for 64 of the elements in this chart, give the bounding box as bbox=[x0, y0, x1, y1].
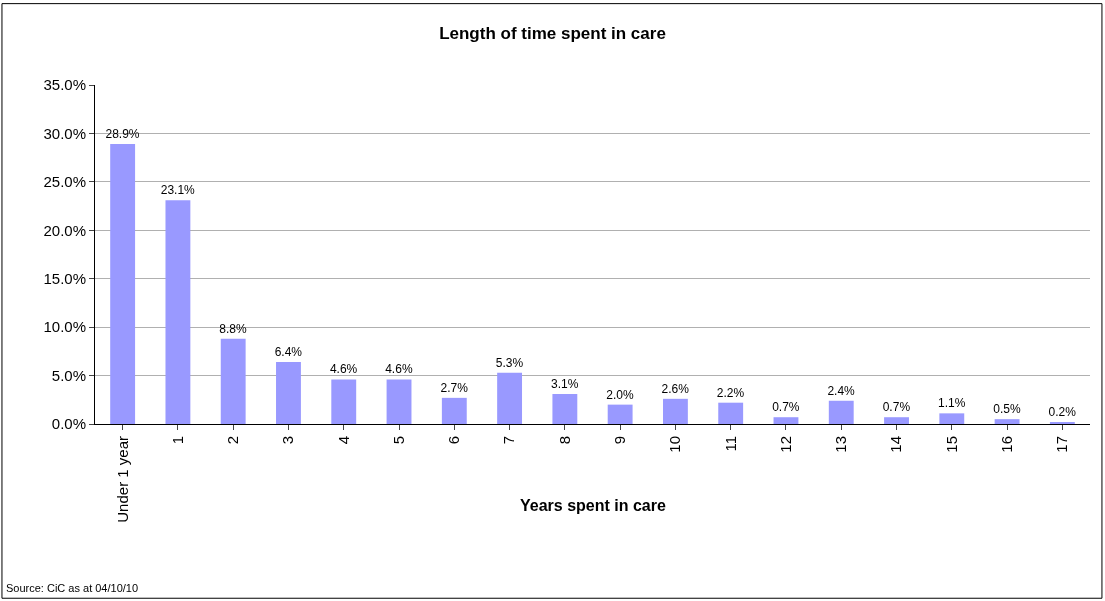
x-tick-label: 14 bbox=[887, 436, 905, 453]
x-tick-label: 1 bbox=[168, 436, 186, 445]
bar bbox=[884, 417, 909, 424]
bar bbox=[552, 393, 578, 424]
x-axis-title: Years spent in care bbox=[520, 497, 666, 514]
data-label: 2.2% bbox=[716, 385, 745, 400]
bar bbox=[662, 398, 688, 424]
data-label: 2.0% bbox=[606, 387, 634, 402]
source-note: Source: CiC as at 04/10/10 bbox=[6, 582, 139, 594]
data-label: 0.7% bbox=[882, 400, 911, 415]
x-tick-label: 16 bbox=[997, 436, 1015, 453]
bar bbox=[386, 379, 412, 424]
bar bbox=[718, 402, 744, 424]
y-tick-label: 35.0% bbox=[43, 76, 86, 94]
bar bbox=[607, 404, 633, 424]
data-label: 6.4% bbox=[274, 345, 303, 360]
x-tick-label: 12 bbox=[776, 436, 794, 453]
x-tick-label: 8 bbox=[555, 436, 573, 445]
data-label: 0.5% bbox=[993, 402, 1021, 417]
data-label: 3.1% bbox=[551, 376, 579, 391]
data-label: 0.7% bbox=[772, 400, 800, 415]
data-label: 23.1% bbox=[160, 183, 196, 198]
bar bbox=[939, 413, 965, 424]
data-label: 2.6% bbox=[661, 381, 690, 396]
data-label: 5.3% bbox=[495, 355, 524, 370]
data-label: 4.6% bbox=[385, 362, 413, 377]
x-tick-label: 11 bbox=[721, 436, 739, 452]
y-tick-label: 20.0% bbox=[43, 221, 86, 239]
bar bbox=[331, 379, 357, 424]
bar bbox=[110, 144, 136, 424]
y-tick-label: 10.0% bbox=[43, 318, 86, 336]
x-tick-label: 7 bbox=[500, 436, 518, 445]
bar bbox=[994, 419, 1020, 424]
x-tick-label: 3 bbox=[279, 436, 297, 445]
chart-title: Length of time spent in care bbox=[439, 23, 666, 43]
data-label: 2.4% bbox=[827, 383, 856, 398]
data-label: 2.7% bbox=[440, 380, 469, 395]
y-tick-label: 25.0% bbox=[43, 173, 86, 191]
x-tick-label: 9 bbox=[611, 436, 629, 445]
x-tick-label: 10 bbox=[666, 436, 684, 453]
y-tick-label: 30.0% bbox=[43, 124, 86, 142]
x-tick-label: 6 bbox=[445, 436, 463, 445]
bar bbox=[773, 417, 799, 424]
x-tick-label: Under 1 year bbox=[113, 436, 131, 523]
x-tick-label: 4 bbox=[334, 436, 352, 445]
x-tick-label: 15 bbox=[942, 436, 960, 453]
x-tick-label: 5 bbox=[389, 436, 407, 445]
data-label: 4.6% bbox=[329, 362, 358, 377]
data-label: 28.9% bbox=[105, 127, 140, 142]
data-label: 1.1% bbox=[937, 396, 966, 411]
y-tick-label: 15.0% bbox=[43, 269, 86, 287]
bar bbox=[828, 400, 854, 424]
bar bbox=[220, 338, 246, 424]
y-tick-label: 5.0% bbox=[51, 366, 86, 384]
bar bbox=[441, 397, 467, 424]
bar bbox=[276, 362, 301, 424]
x-tick-label: 17 bbox=[1053, 436, 1071, 453]
bar bbox=[497, 372, 523, 424]
x-tick-label: 13 bbox=[832, 436, 850, 453]
x-tick-label: 2 bbox=[224, 436, 242, 445]
data-label: 8.8% bbox=[219, 321, 248, 336]
bar bbox=[165, 200, 191, 424]
data-label: 0.2% bbox=[1048, 405, 1077, 419]
y-tick-label: 0.0% bbox=[51, 415, 86, 433]
